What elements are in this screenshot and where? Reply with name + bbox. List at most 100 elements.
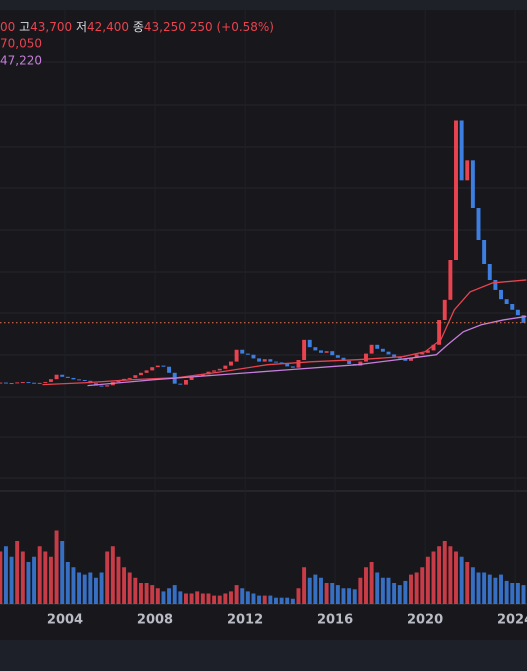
candle <box>324 351 329 353</box>
volume-bar <box>229 591 233 604</box>
volume-bar <box>105 551 110 604</box>
candle <box>414 354 419 358</box>
candle <box>369 344 374 354</box>
volume-bar <box>99 572 104 604</box>
candle <box>77 379 82 381</box>
volume-bar <box>15 541 20 604</box>
change-value: 250 (+0.58%) <box>190 20 274 34</box>
candle <box>482 240 487 264</box>
volume-bar <box>347 588 352 604</box>
volume-bar <box>189 593 194 604</box>
candle <box>183 380 188 385</box>
grid <box>0 61 527 479</box>
volume-bar <box>431 551 436 604</box>
candle <box>454 120 458 260</box>
candle <box>229 361 233 366</box>
candle <box>150 367 155 371</box>
volume-bar <box>9 556 14 604</box>
candle <box>223 365 228 369</box>
candle <box>487 264 492 280</box>
open-value: 00 <box>0 20 15 34</box>
volume-bar <box>369 562 374 604</box>
volume-bar <box>26 562 31 604</box>
volume-bar <box>223 593 228 604</box>
candle <box>144 370 149 373</box>
high-value: 43,700 <box>30 20 72 34</box>
volume-bar <box>71 567 76 604</box>
volume-bar <box>285 597 290 604</box>
volume-bar <box>133 577 138 604</box>
candle <box>167 366 172 373</box>
volume-bar <box>0 551 3 604</box>
candle <box>161 365 166 367</box>
volume-bar <box>375 572 380 604</box>
candle <box>274 361 278 363</box>
candle <box>268 359 273 362</box>
volume-bar <box>302 567 307 604</box>
candle <box>364 353 368 362</box>
volume-bar <box>206 593 211 604</box>
volume-bar <box>122 567 127 604</box>
candle <box>9 383 14 385</box>
volume-bar <box>37 546 42 604</box>
volume-bar <box>65 562 70 604</box>
ma-line <box>87 315 527 387</box>
volume-bar <box>504 580 509 604</box>
volume-bar <box>358 577 363 604</box>
volume-bar <box>138 583 143 604</box>
volume-bar <box>493 577 498 604</box>
volume-bar <box>200 593 205 604</box>
candle <box>105 385 110 387</box>
volume-bar <box>172 585 177 604</box>
volume-bar <box>54 530 59 604</box>
candle <box>313 347 318 351</box>
volume-bar <box>234 585 239 604</box>
bottom-bar <box>0 640 527 671</box>
candle <box>200 374 205 376</box>
candle <box>403 358 408 361</box>
volume-bar <box>262 595 267 604</box>
candle <box>437 320 442 345</box>
volume-bar <box>43 551 48 604</box>
candle <box>347 360 352 364</box>
candle <box>425 350 430 353</box>
volume-bar <box>240 588 245 604</box>
top-bar <box>0 0 527 10</box>
candle <box>358 361 363 366</box>
volume-bar <box>268 595 273 604</box>
volume-bar <box>313 574 318 604</box>
volume-bar <box>510 583 515 604</box>
volume-bar <box>499 574 503 604</box>
candle <box>386 351 391 355</box>
candle <box>245 353 250 355</box>
volume-bar <box>245 591 250 604</box>
ma-line <box>42 279 527 386</box>
candle <box>217 368 222 371</box>
x-tick-label: 2016 <box>317 613 353 628</box>
volume-bar <box>448 546 453 604</box>
volume-bar <box>459 556 464 604</box>
volume-bar <box>155 588 160 604</box>
candle <box>493 280 498 290</box>
x-tick-label: 2012 <box>227 613 263 628</box>
volume-bar <box>296 588 301 604</box>
candle <box>71 377 76 380</box>
volume-bar <box>150 585 155 604</box>
candle <box>335 355 340 358</box>
volume-bar <box>60 541 65 604</box>
candle <box>499 289 503 300</box>
volume-bar <box>82 574 87 604</box>
candle <box>54 374 59 380</box>
candle <box>189 376 194 380</box>
volume-bar <box>290 598 295 604</box>
volume-bar <box>212 595 217 604</box>
volume-bar <box>437 546 442 604</box>
volume-bar <box>330 583 335 604</box>
candle <box>15 382 20 384</box>
x-tick-label: 2008 <box>137 613 173 628</box>
candle <box>127 377 132 379</box>
candle <box>32 382 37 384</box>
volume-bar <box>257 595 262 604</box>
